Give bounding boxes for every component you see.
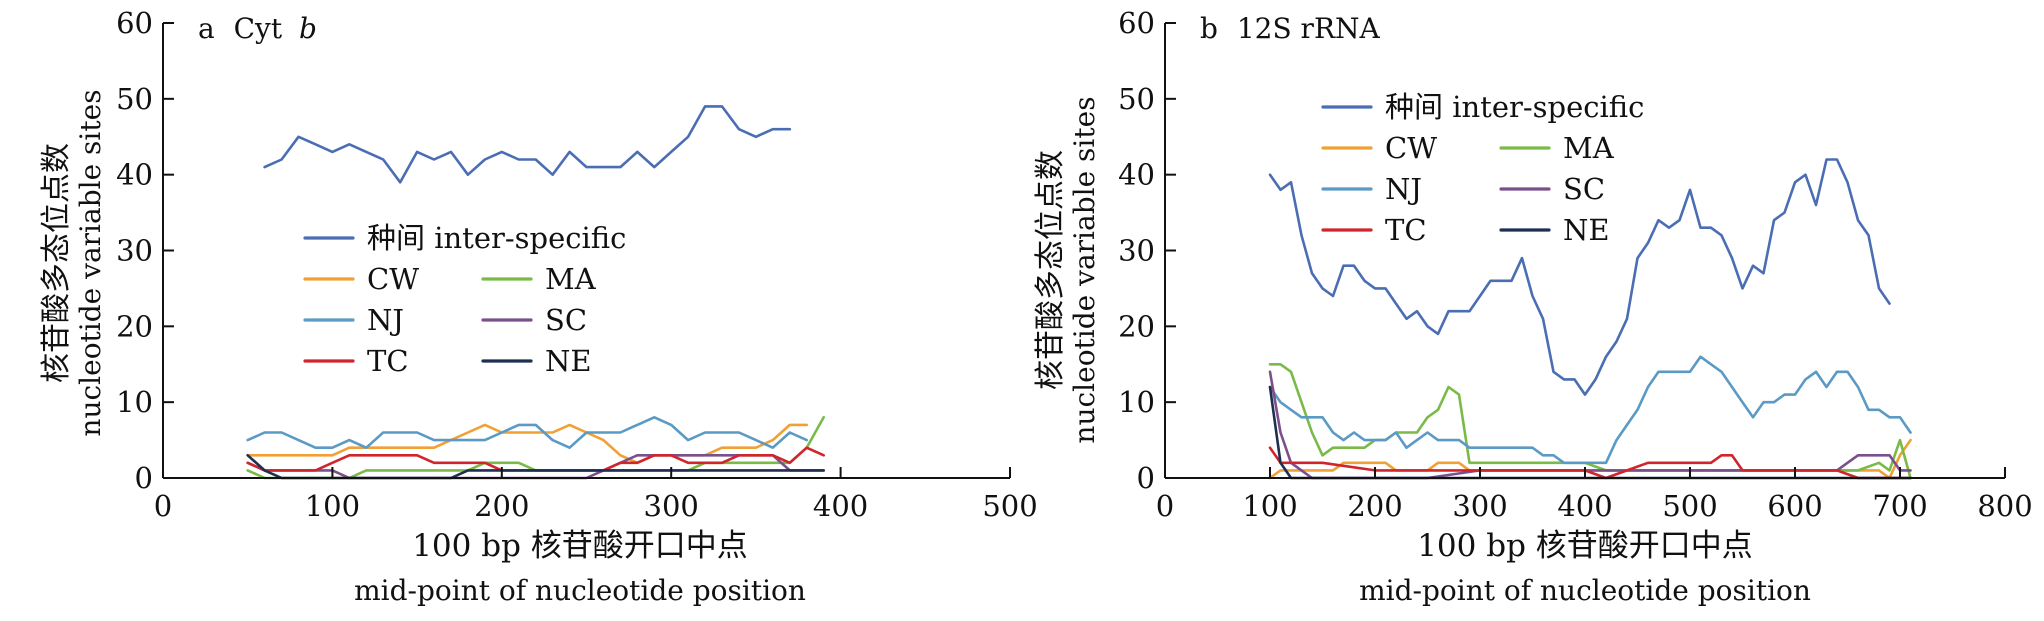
title-italic: b (299, 12, 317, 45)
x-tick-label: 0 (1156, 489, 1174, 523)
x-tick-label: 300 (644, 489, 699, 523)
axes (162, 22, 1011, 479)
y-axis-label: nucleotide variable sites (74, 89, 107, 436)
x-tick-label: 400 (1557, 489, 1612, 523)
series-line-4 (246, 453, 826, 480)
x-tick-label: 800 (1977, 489, 2032, 523)
series-line-0 (1268, 158, 1891, 396)
x-axis-label-cn: 100 bp 核苷酸开口中点 (1417, 528, 1753, 564)
series-line-2 (1268, 362, 1912, 480)
x-axis-label: mid-point of nucleotide position (354, 574, 806, 607)
y-tick-label: 20 (1118, 309, 1155, 343)
legend-label-0: 种间 inter-specific (1385, 90, 1644, 124)
axes (1164, 22, 2006, 479)
title-text: 12S rRNA (1237, 12, 1381, 45)
legend-label-0: 种间 inter-specific (367, 221, 626, 255)
y-tick-label: 50 (1118, 82, 1155, 116)
series-line-5 (1268, 446, 1912, 480)
x-tick-label: 700 (1872, 489, 1927, 523)
legend-label-4: SC (1563, 172, 1605, 206)
series-line-5 (246, 446, 826, 472)
series-line-3 (1268, 355, 1912, 465)
y-tick-label: 40 (1118, 158, 1155, 192)
x-axis-label: mid-point of nucleotide position (1359, 574, 1811, 607)
legend-label-6: NE (545, 344, 592, 378)
y-tick-label: 0 (135, 461, 153, 495)
x-tick-label: 500 (1662, 489, 1717, 523)
data-lines (246, 105, 826, 480)
y-tick-label: 20 (116, 309, 153, 343)
y-tick-label: 40 (116, 158, 153, 192)
panel-letter: b (1200, 12, 1218, 45)
panel-title: a Cyt b (198, 12, 317, 45)
chart-panel-cyt-b: 0 10 20 30 40 50 60 0 100 200 300 400 500 a Cyt b 核苷… (39, 6, 1038, 607)
x-tick-label: 100 (1242, 489, 1297, 523)
legend-label-3: NJ (367, 303, 404, 337)
x-tick-label: 200 (1347, 489, 1402, 523)
x-axis-label-cn: 100 bp 核苷酸开口中点 (412, 528, 748, 564)
y-tick-label: 0 (1137, 461, 1155, 495)
y-tick-label: 60 (1118, 6, 1155, 40)
panel-letter: a (198, 12, 215, 45)
x-tick-label: 200 (474, 489, 529, 523)
series-line-6 (246, 453, 826, 480)
legend: 种间 inter-specific CW MA NJ SC TC NE (303, 221, 626, 378)
y-axis-label-cn: 核苷酸多态位点数 (39, 143, 74, 383)
y-tick-label: 30 (1118, 234, 1155, 268)
x-tick-label: 600 (1767, 489, 1822, 523)
data-lines (1268, 158, 1912, 480)
x-tick-label: 400 (813, 489, 868, 523)
x-tick-label: 100 (305, 489, 360, 523)
y-tick-label: 10 (1118, 385, 1155, 419)
series-line-3 (246, 415, 809, 450)
legend-label-2: MA (545, 262, 597, 296)
x-tick-label: 0 (154, 489, 172, 523)
tick-labels: 0 10 20 30 40 50 60 0 100 200 300 400 500 (116, 6, 1038, 523)
y-tick-label: 10 (116, 385, 153, 419)
y-axis-label: nucleotide variable sites (1068, 96, 1101, 443)
y-axis-label-cn: 核苷酸多态位点数 (1033, 150, 1068, 390)
legend-label-2: MA (1563, 131, 1615, 165)
legend: 种间 inter-specific CW MA NJ SC TC NE (1321, 90, 1644, 247)
legend-label-5: TC (1385, 213, 1427, 247)
series-line-4 (1268, 370, 1912, 480)
legend-label-4: SC (545, 303, 587, 337)
series-line-1 (246, 423, 809, 465)
x-tick-label: 500 (982, 489, 1037, 523)
legend-label-6: NE (1563, 213, 1610, 247)
y-tick-label: 30 (116, 234, 153, 268)
series-line-0 (263, 105, 792, 184)
legend-label-1: CW (1385, 131, 1437, 165)
y-tick-label: 60 (116, 6, 153, 40)
legend-label-5: TC (367, 344, 409, 378)
x-tick-label: 300 (1452, 489, 1507, 523)
legend-label-3: NJ (1385, 172, 1422, 206)
title-text: Cyt (234, 12, 283, 45)
y-tick-label: 50 (116, 82, 153, 116)
legend-label-1: CW (367, 262, 419, 296)
panel-title: b 12S rRNA (1200, 12, 1381, 45)
